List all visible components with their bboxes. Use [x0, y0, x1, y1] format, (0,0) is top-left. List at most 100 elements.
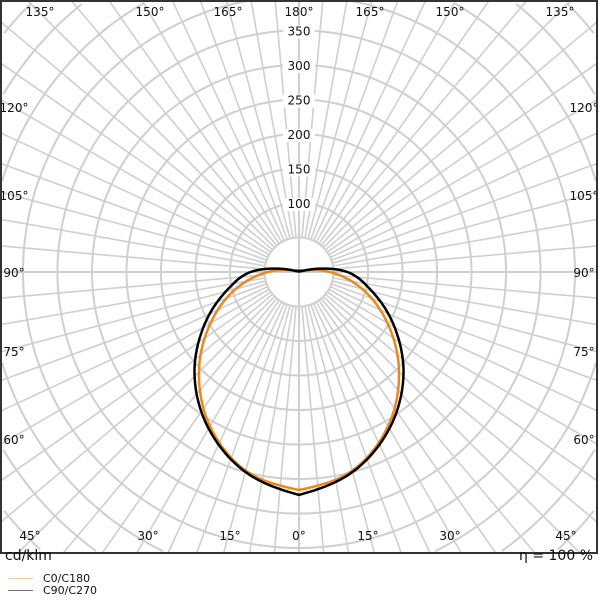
radial-labels: 100 150 200 250 300 350 — [283, 25, 315, 211]
grid-ring — [1, 2, 597, 552]
efficiency-label: η = 100 % — [519, 548, 593, 564]
grid-ray — [1, 277, 266, 326]
angle-label-right: 120° — [570, 101, 599, 115]
grid-ray — [326, 291, 597, 482]
grid-ray — [328, 99, 597, 256]
grid-ray — [318, 1, 490, 245]
grid-ray — [301, 306, 325, 553]
grid-ray — [332, 280, 597, 353]
radial-tick-label: 350 — [288, 25, 311, 39]
legend-label: C0/C180 — [43, 571, 91, 585]
frame — [0, 0, 598, 554]
series-curve-c90-c270 — [193, 267, 405, 497]
grid-ray — [312, 302, 431, 553]
radial-tick-label: 200 — [288, 128, 311, 142]
grid — [1, 1, 597, 553]
angle-label-left: 75° — [3, 345, 24, 359]
grid-ray — [329, 285, 597, 412]
grid-ray — [333, 274, 597, 299]
angle-label-right: 90° — [573, 266, 594, 280]
grid-ray — [307, 305, 376, 553]
grid-ray — [312, 1, 427, 242]
angle-label-right: 75° — [573, 345, 594, 359]
grid-ray — [310, 1, 399, 240]
radial-tick-label: 100 — [288, 197, 311, 211]
legend-item-c90: C90/C270 — [8, 583, 98, 597]
angle-label-left: 90° — [3, 266, 24, 280]
grid-ray — [310, 304, 403, 553]
radial-label-bg — [283, 198, 315, 211]
grid-ring — [22, 1, 576, 549]
grid-ray — [70, 1, 278, 247]
grid-ray — [1, 274, 265, 299]
grid-ray — [331, 162, 597, 261]
grid-ray — [1, 288, 270, 445]
angle-label-right: 105° — [570, 189, 599, 203]
grid-ray — [320, 297, 536, 553]
curves — [193, 267, 405, 497]
radial-tick-label: 300 — [288, 59, 311, 73]
grid-ray — [1, 191, 266, 264]
angle-label-top: 135° — [26, 5, 55, 19]
grid-ray — [332, 191, 597, 264]
grid-ray — [1, 291, 272, 482]
angle-label-top: 180° — [285, 5, 314, 19]
grid-ray — [1, 285, 269, 412]
series-curve-c0-c180 — [197, 268, 401, 492]
angle-label-right: 60° — [573, 433, 594, 447]
angle-label-bottom: 30° — [439, 529, 460, 543]
grid-ray — [222, 305, 291, 553]
grid-ring — [3, 2, 595, 551]
angle-label-bottom: 45° — [555, 529, 576, 543]
angle-label-top: 150° — [436, 5, 465, 19]
angle-label-bottom: 15° — [219, 529, 240, 543]
grid-ray — [273, 306, 297, 553]
grid-ray — [332, 218, 597, 267]
angle-label-top: 150° — [136, 5, 165, 19]
grid-ray — [1, 21, 274, 251]
grid-ray — [320, 1, 528, 247]
legend-label: C90/C270 — [43, 583, 98, 597]
unit-label: cd/klm — [5, 548, 52, 564]
grid-ray — [333, 245, 597, 270]
grid-ray — [1, 218, 266, 267]
angle-label-top: 165° — [356, 5, 385, 19]
angle-label-bottom: 45° — [19, 529, 40, 543]
grid-ring — [2, 3, 596, 552]
angle-label-bottom: 15° — [357, 529, 378, 543]
angle-label-left: 120° — [0, 101, 28, 115]
grid-ray — [171, 1, 286, 242]
grid-ray — [324, 21, 597, 251]
grid-ray — [329, 132, 597, 259]
legend-swatch — [8, 589, 33, 591]
radial-label-bg — [283, 25, 315, 39]
radial-label-bg — [283, 60, 315, 73]
grid-ray — [322, 1, 571, 249]
angle-label-left: 60° — [3, 433, 24, 447]
grid-ray — [1, 283, 267, 382]
angle-labels: 135° 150° 165° 180° 165° 150° 135° 120° 105° 90° 7… — [0, 5, 598, 543]
grid-ray — [1, 245, 265, 270]
angle-label-top: 165° — [214, 5, 243, 19]
grid-ray — [324, 293, 597, 523]
grid-ray — [195, 304, 288, 553]
radial-label-bg — [283, 163, 315, 177]
grid-ray — [1, 62, 272, 253]
grid-ray — [332, 277, 597, 326]
grid-ray — [1, 162, 267, 261]
legend-swatch — [8, 577, 33, 579]
angle-label-top: 135° — [546, 5, 575, 19]
angle-label-bottom: 0° — [292, 529, 306, 543]
grid-ray — [322, 295, 581, 553]
grid-ray — [1, 293, 274, 523]
radial-tick-label: 150 — [288, 163, 311, 177]
grid-ray — [101, 299, 280, 553]
legend-item-c0: C0/C180 — [8, 571, 91, 585]
radial-label-bg — [283, 129, 315, 142]
grid-ray — [318, 299, 497, 553]
grid-ray — [141, 1, 283, 243]
radial-label-bg — [283, 94, 315, 108]
grid-ray — [1, 280, 266, 353]
grid-ray — [326, 62, 597, 253]
